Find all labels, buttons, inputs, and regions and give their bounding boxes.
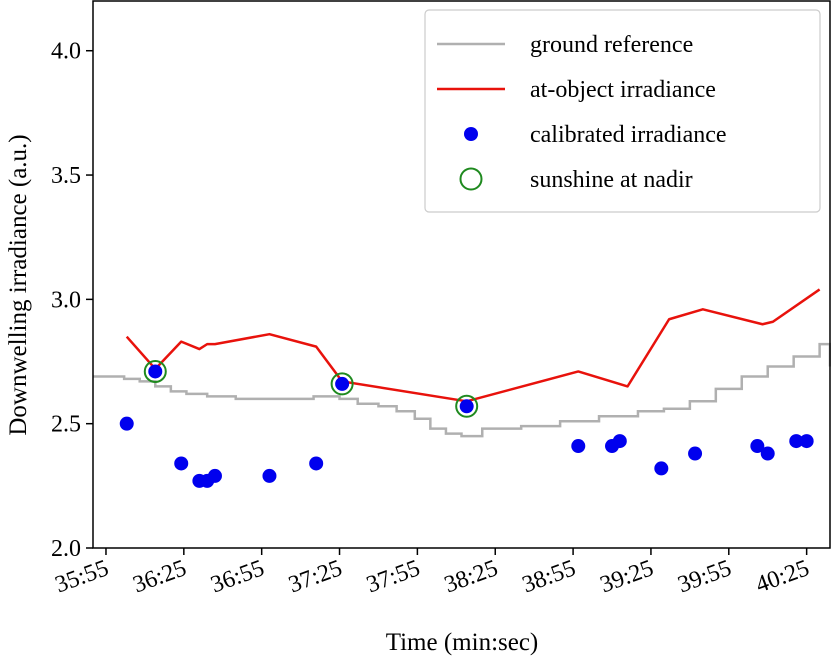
calibrated-irradiance-point bbox=[174, 456, 189, 471]
x-tick-label: 40:25 bbox=[752, 555, 812, 598]
legend-swatch-ring bbox=[459, 167, 483, 191]
calibrated-irradiance-point bbox=[119, 416, 134, 431]
x-axis: 35:55 36:25 36:55 37:25 37:55 38:25 38:55 39:25… bbox=[52, 548, 813, 598]
calibrated-irradiance-point bbox=[459, 399, 474, 414]
y-tick-label: 2.5 bbox=[51, 412, 81, 438]
calibrated-irradiance-point bbox=[262, 468, 277, 483]
x-tick-label: 37:25 bbox=[285, 555, 345, 598]
calibrated-irradiance-point bbox=[571, 439, 586, 454]
sunshine-at-nadir-marker bbox=[330, 372, 354, 396]
x-tick-label: 38:55 bbox=[519, 555, 579, 598]
sunshine-at-nadir-marker bbox=[143, 359, 167, 383]
plot-area bbox=[93, 288, 831, 488]
legend-swatch-dot bbox=[464, 127, 478, 141]
calibrated-irradiance-point bbox=[760, 446, 775, 461]
y-tick-label: 4.0 bbox=[51, 39, 81, 65]
y-tick-label: 3.0 bbox=[51, 287, 81, 313]
y-axis: 2.0 2.5 3.0 3.5 4.0 bbox=[51, 39, 93, 562]
calibrated-irradiance-point bbox=[688, 446, 703, 461]
calibrated-irradiance-point bbox=[148, 364, 163, 379]
x-axis-label: Time (min:sec) bbox=[386, 629, 539, 656]
calibrated-irradiance-point bbox=[799, 434, 814, 449]
x-tick-label: 39:55 bbox=[675, 555, 735, 598]
legend: ground reference at-object irradiance cali… bbox=[424, 9, 821, 213]
legend-label: sunshine at nadir bbox=[530, 167, 693, 193]
at-object-irradiance-line bbox=[125, 288, 821, 403]
calibrated-irradiance-point bbox=[309, 456, 324, 471]
y-tick-label: 3.5 bbox=[51, 163, 81, 189]
calibrated-irradiance-point bbox=[654, 461, 669, 476]
ground-reference-line bbox=[93, 342, 831, 438]
y-axis-label: Downwelling irradiance (a.u.) bbox=[5, 134, 32, 435]
legend-box bbox=[424, 9, 821, 213]
legend-label: calibrated irradiance bbox=[530, 122, 727, 148]
calibrated-irradiance-point bbox=[335, 376, 350, 391]
calibrated-irradiance-point bbox=[612, 434, 627, 449]
x-tick-label: 36:25 bbox=[130, 555, 190, 598]
legend-label: at-object irradiance bbox=[530, 77, 716, 103]
plot-frame bbox=[92, 0, 831, 549]
y-tick-label: 2.0 bbox=[51, 536, 81, 562]
calibrated-irradiance-point bbox=[789, 434, 804, 449]
x-tick-label: 37:55 bbox=[363, 555, 423, 598]
x-tick-label: 38:25 bbox=[441, 555, 501, 598]
legend-label: ground reference bbox=[530, 32, 693, 58]
sunshine-at-nadir-marker bbox=[455, 394, 479, 418]
x-tick-label: 36:55 bbox=[207, 555, 267, 598]
x-tick-label: 39:25 bbox=[597, 555, 657, 598]
calibrated-irradiance-point bbox=[207, 468, 222, 483]
calibrated-irradiance-point bbox=[750, 439, 765, 454]
